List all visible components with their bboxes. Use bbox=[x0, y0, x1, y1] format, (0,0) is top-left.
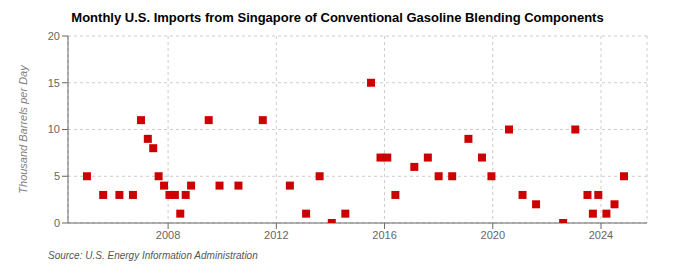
svg-text:2016: 2016 bbox=[372, 229, 396, 241]
svg-text:Thousand Barrels per Day: Thousand Barrels per Day bbox=[17, 64, 29, 194]
svg-text:10: 10 bbox=[48, 123, 60, 135]
svg-text:20: 20 bbox=[48, 30, 60, 42]
svg-text:0: 0 bbox=[54, 217, 60, 229]
svg-text:2012: 2012 bbox=[264, 229, 288, 241]
svg-text:2024: 2024 bbox=[589, 229, 613, 241]
svg-text:5: 5 bbox=[54, 170, 60, 182]
svg-text:2008: 2008 bbox=[156, 229, 180, 241]
svg-text:15: 15 bbox=[48, 77, 60, 89]
svg-text:2020: 2020 bbox=[481, 229, 505, 241]
html-text:Monthly U.S. Imports from Sing: Monthly U.S. Imports from Singapore of C… bbox=[71, 10, 604, 25]
html-text:Source: U.S. Energy Informatio: Source: U.S. Energy Information Administ… bbox=[48, 250, 258, 261]
